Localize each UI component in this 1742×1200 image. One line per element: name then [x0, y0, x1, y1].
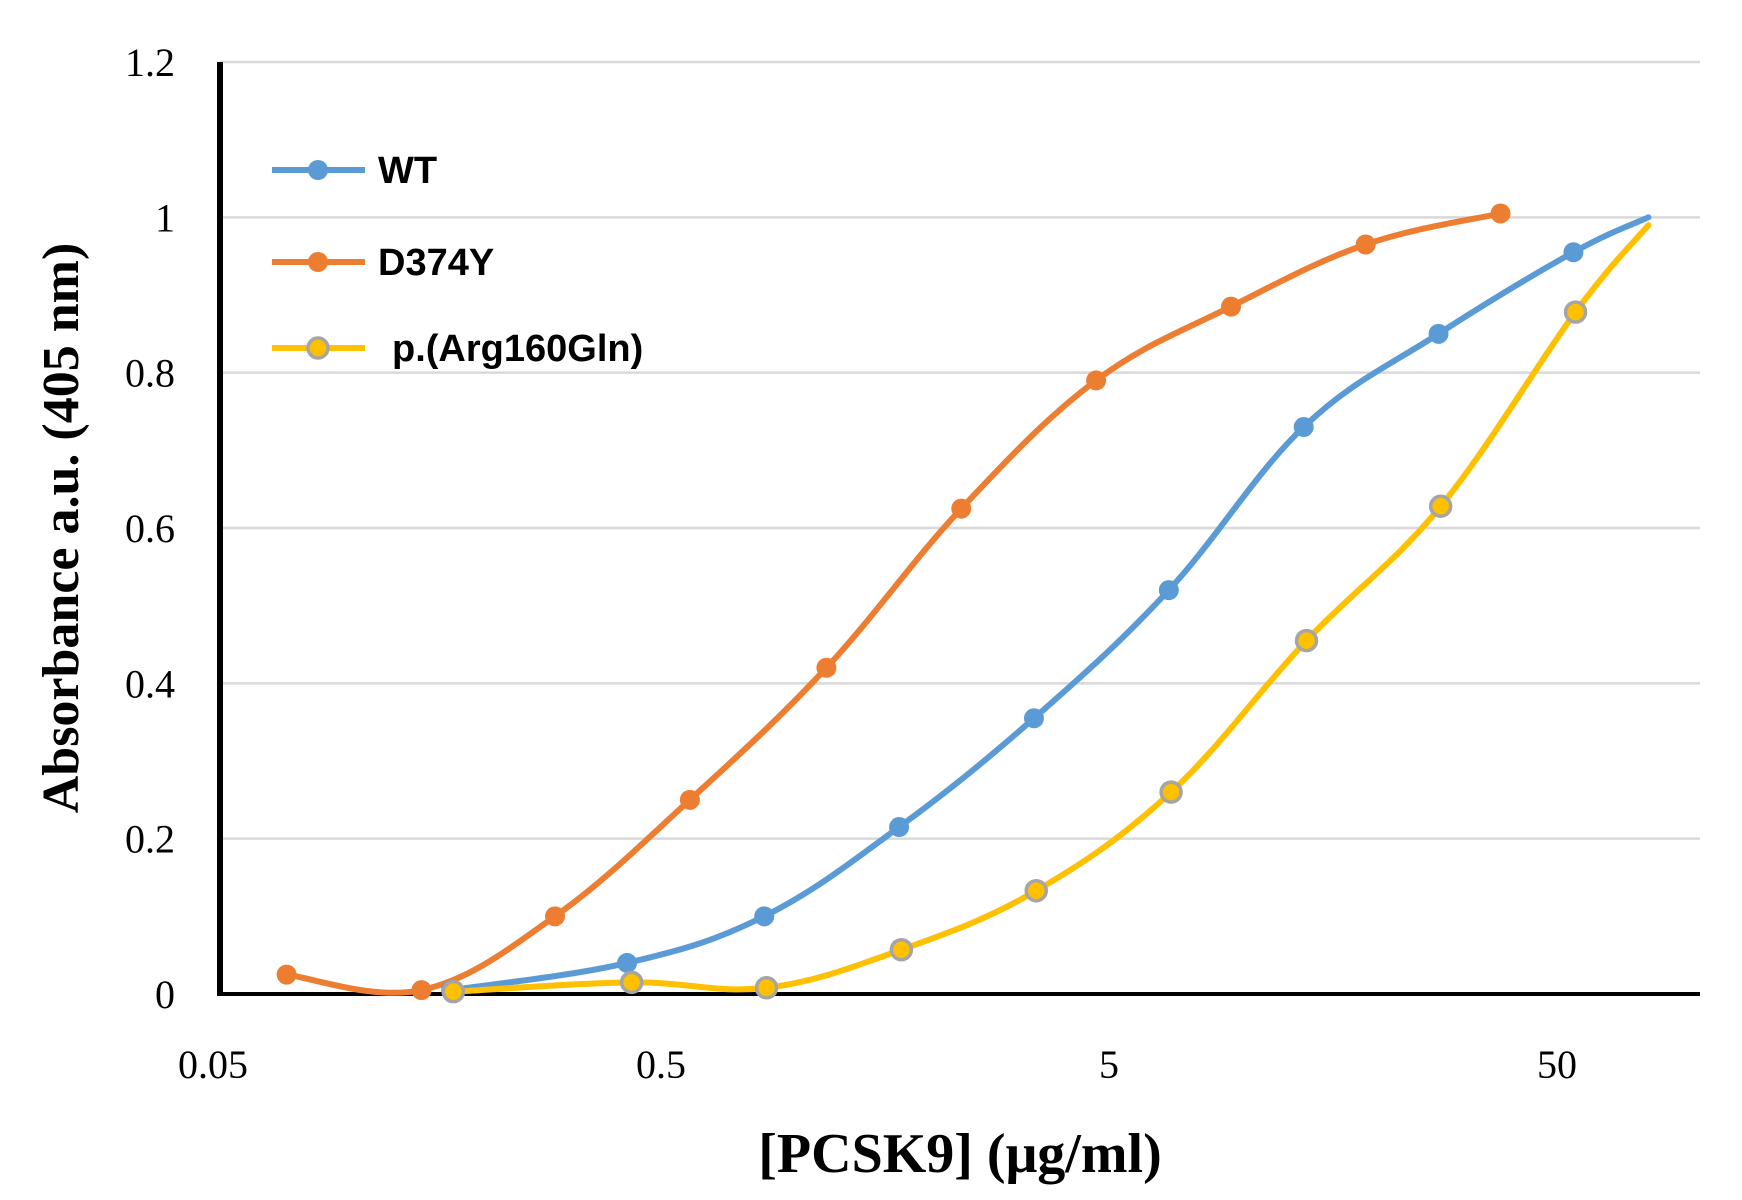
- data-point: [1428, 323, 1449, 344]
- series-line-0: [448, 214, 1652, 994]
- data-point: [276, 964, 297, 985]
- y-tick-labels: 0 0.2 0.4 0.6 0.8 1 1.2: [125, 40, 175, 1017]
- y-tick-label: 0: [155, 972, 175, 1017]
- data-point: [1563, 300, 1588, 324]
- data-point: [1563, 242, 1584, 263]
- legend-label: D374Y: [378, 242, 494, 284]
- y-tick-label: 0.4: [125, 661, 175, 706]
- y-tick-label: 1: [155, 195, 175, 240]
- series-line-1: [283, 210, 1504, 996]
- series-lines: [283, 210, 1652, 996]
- data-point: [951, 498, 972, 519]
- data-point: [1294, 628, 1319, 653]
- y-tick-label: 0.6: [125, 506, 175, 551]
- series-markers: [276, 203, 1588, 1004]
- data-point: [1158, 580, 1179, 601]
- data-point: [1293, 417, 1314, 438]
- legend-label: p.(Arg160Gln): [392, 328, 643, 370]
- data-point: [1355, 234, 1376, 255]
- y-tick-label: 0.8: [125, 351, 175, 396]
- data-point: [441, 979, 466, 1004]
- legend-label: WT: [378, 150, 437, 192]
- x-axis-title: [PCSK9] (μg/ml): [758, 1123, 1161, 1185]
- data-point: [1428, 494, 1453, 519]
- data-point: [619, 970, 644, 995]
- data-point: [889, 937, 914, 962]
- data-point: [1024, 878, 1048, 903]
- data-point: [411, 980, 432, 1001]
- legend-marker: [308, 252, 328, 272]
- legend-marker: [306, 336, 330, 360]
- data-point: [816, 657, 837, 678]
- x-tick-label: 50: [1537, 1042, 1577, 1087]
- data-point: [617, 952, 638, 973]
- data-point: [1220, 296, 1241, 317]
- y-tick-label: 0.2: [125, 817, 175, 862]
- data-point: [1159, 780, 1183, 804]
- data-point: [889, 817, 910, 838]
- data-point: [545, 906, 566, 927]
- legend: WT D374Y p.(Arg160Gln): [272, 150, 643, 370]
- x-tick-labels: 0.05 0.5 5 50: [178, 1042, 1577, 1087]
- x-tick-label: 5: [1099, 1042, 1119, 1087]
- x-tick-label: 0.5: [636, 1042, 686, 1087]
- y-axis-title: Absorbance a.u. (405 nm): [33, 243, 90, 814]
- data-point: [754, 906, 775, 927]
- data-point: [1086, 370, 1107, 391]
- grid-lines: [220, 60, 1700, 840]
- data-point: [679, 789, 700, 810]
- data-point: [1023, 708, 1044, 729]
- series-line-2: [450, 222, 1652, 995]
- legend-marker: [308, 160, 328, 180]
- x-tick-label: 0.05: [178, 1042, 248, 1087]
- data-point: [754, 976, 779, 1000]
- data-point: [1490, 203, 1511, 224]
- y-tick-label: 1.2: [125, 40, 175, 85]
